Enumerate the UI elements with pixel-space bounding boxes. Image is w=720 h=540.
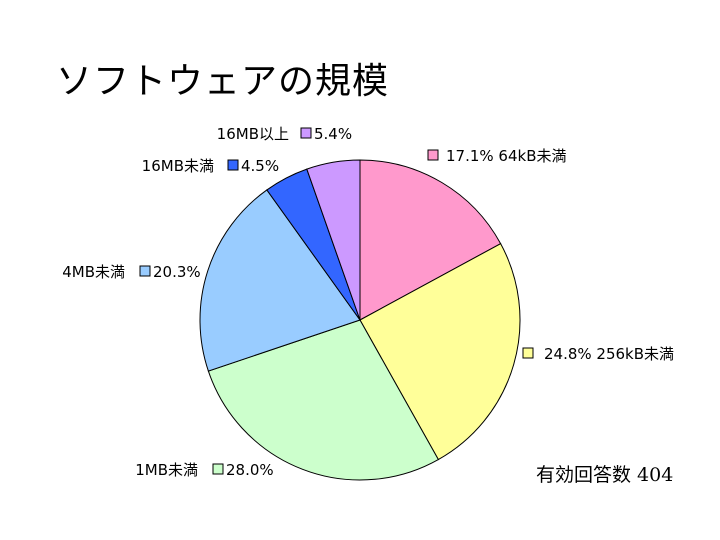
slice-label-1: 17.1% 64kB未満 <box>446 147 566 165</box>
pie-slice-1 <box>359 159 502 321</box>
slice-swatch-1 <box>427 149 439 161</box>
response-count-label: 有効回答数 <box>536 464 632 486</box>
slice-category-4: 4MB未満 <box>62 263 125 281</box>
slice-percent-6: 5.4% <box>314 125 352 143</box>
slice-swatch-3 <box>212 463 224 475</box>
slice-category-5: 16MB未満 <box>142 157 214 175</box>
pie-slice-3 <box>207 319 440 481</box>
slice-percent-3: 28.0% <box>226 461 274 479</box>
pie-slice-2 <box>359 242 521 461</box>
slice-swatch-6 <box>300 127 312 139</box>
response-count-value: 404 <box>637 464 674 486</box>
slice-label-2: 24.8% 256kB未満 <box>544 345 674 363</box>
slice-swatch-5 <box>227 159 239 171</box>
chart-title: ソフトウェアの規模 <box>56 61 390 102</box>
pie-slice-4 <box>199 189 361 372</box>
pie-slice-6 <box>306 159 361 321</box>
slice-percent-4: 20.3% <box>153 263 201 281</box>
slice-swatch-2 <box>522 347 534 359</box>
slice-category-3: 1MB未満 <box>135 461 198 479</box>
slice-percent-5: 4.5% <box>241 157 279 175</box>
slice-swatch-4 <box>139 265 151 277</box>
response-count: 有効回答数 404 <box>536 460 673 487</box>
slice-category-6: 16MB以上 <box>217 125 289 143</box>
